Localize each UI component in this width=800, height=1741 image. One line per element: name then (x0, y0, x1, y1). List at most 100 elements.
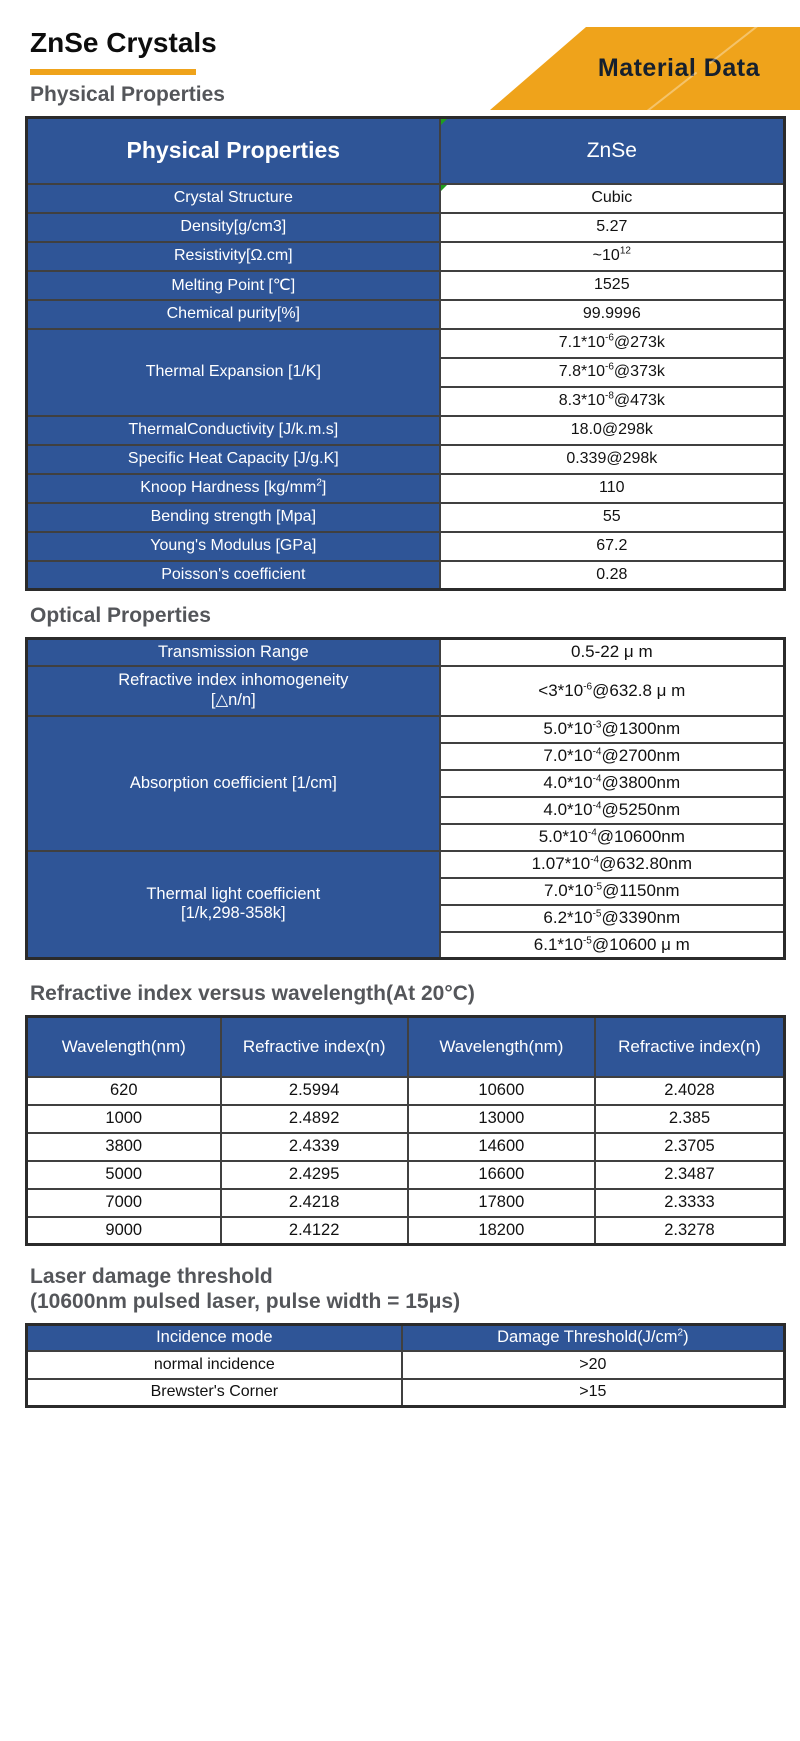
property-value-cell: 18.0@298k (438, 414, 786, 446)
wavelength-cell: 14600 (406, 1131, 596, 1162)
laser-threshold-table: Incidence mode Damage Threshold(J/cm2) n… (25, 1323, 786, 1408)
property-value-cell: <3*10-6@632.8 μ m (438, 664, 786, 717)
table-row: Density[g/cm3] 5.27 (25, 211, 786, 243)
optical-properties-table: Transmission Range 0.5-22 μ m Refractive… (25, 637, 786, 960)
table-row: Transmission Range 0.5-22 μ m (25, 637, 786, 667)
property-label-cell: Absorption coefficient [1/cm] (25, 714, 441, 852)
table-row: 6.2*10-5@3390nm (27, 903, 786, 933)
table-row: Refractive index inhomogeneity [△n/n] <3… (25, 664, 786, 717)
table-row: Melting Point [℃] 1525 (25, 269, 786, 301)
laser-threshold-heading: Laser damage threshold (10600nm pulsed l… (30, 1264, 800, 1314)
optical-properties-heading: Optical Properties (30, 604, 211, 627)
property-value-cell: 0.28 (438, 559, 786, 591)
page-title: ZnSe Crystals (30, 27, 217, 58)
table-row: Brewster's Corner >15 (25, 1377, 786, 1408)
refractive-index-table: Wavelength(nm) Refractive index(n) Wavel… (25, 1015, 786, 1246)
table-row: 5000 2.4295 16600 2.3487 (25, 1159, 786, 1190)
property-label-cell: Thermal Expansion [1/K] (25, 327, 441, 417)
table-row: Chemical purity[%] 99.9996 (25, 298, 786, 330)
table-row: Absorption coefficient [1/cm] 5.0*10-3@1… (25, 714, 786, 852)
wavelength-cell: 1000 (25, 1103, 222, 1134)
index-cell: 2.4028 (593, 1075, 786, 1106)
incidence-mode-cell: normal incidence (25, 1349, 403, 1380)
table-row: Thermal light coefficient [1/k,298-358k]… (25, 849, 786, 960)
property-label-cell: Bending strength [Mpa] (25, 501, 441, 533)
table-row: Young's Modulus [GPa] 67.2 (25, 530, 786, 562)
wavelength-cell: 620 (25, 1075, 222, 1106)
header-value-text: ZnSe (586, 138, 637, 162)
property-label-cell: Knoop Hardness [kg/mm2] (25, 472, 441, 504)
index-cell: 2.4122 (219, 1215, 409, 1246)
physical-properties-heading: Physical Properties (30, 83, 225, 106)
property-value-cell: 5.27 (438, 211, 786, 243)
property-label-cell: Specific Heat Capacity [J/g.K] (25, 443, 441, 475)
wavelength-cell: 5000 (25, 1159, 222, 1190)
property-value-cell: 7.0*10-4@2700nm (438, 741, 786, 771)
property-value-cell: 67.2 (438, 530, 786, 562)
table-row: Resistivity[Ω.cm] ~1012 (25, 240, 786, 272)
column-header: Refractive index(n) (219, 1015, 409, 1078)
property-label-cell: Crystal Structure (25, 182, 441, 214)
property-value-cell: 99.9996 (438, 298, 786, 330)
table-row: normal incidence >20 (25, 1349, 786, 1380)
property-label-cell: Refractive index inhomogeneity [△n/n] (25, 664, 441, 717)
table-row: ThermalConductivity [J/k.m.s] 18.0@298k (25, 414, 786, 446)
wavelength-cell: 18200 (406, 1215, 596, 1246)
property-value-cell: 7.8*10-6@373k (438, 356, 786, 388)
material-data-badge: Material Data (490, 27, 800, 110)
table-row: 3800 2.4339 14600 2.3705 (25, 1131, 786, 1162)
title-underline (30, 69, 196, 75)
column-header: Refractive index(n) (593, 1015, 786, 1078)
wavelength-cell: 17800 (406, 1187, 596, 1218)
table-row: Poisson's coefficient 0.28 (25, 559, 786, 591)
wavelength-cell: 3800 (25, 1131, 222, 1162)
index-cell: 2.3705 (593, 1131, 786, 1162)
index-cell: 2.3278 (593, 1215, 786, 1246)
index-cell: 2.4339 (219, 1131, 409, 1162)
physical-table-header-value: ZnSe (438, 116, 786, 185)
threshold-cell: >15 (400, 1377, 786, 1408)
index-cell: 2.4892 (219, 1103, 409, 1134)
property-value-cell: 7.1*10-6@273k (438, 327, 786, 359)
property-label-cell: ThermalConductivity [J/k.m.s] (25, 414, 441, 446)
table-header-row: Physical Properties ZnSe (25, 116, 786, 185)
property-label-cell: Resistivity[Ω.cm] (25, 240, 441, 272)
index-cell: 2.385 (593, 1103, 786, 1134)
property-value-cell: ~1012 (438, 240, 786, 272)
index-cell: 2.3487 (593, 1159, 786, 1190)
table-row: 9000 2.4122 18200 2.3278 (25, 1215, 786, 1246)
physical-properties-table: Physical Properties ZnSe Crystal Structu… (25, 116, 786, 591)
table-row: 4.0*10-4@5250nm (27, 795, 786, 825)
property-label-cell: Thermal light coefficient [1/k,298-358k] (25, 849, 441, 960)
index-cell: 2.3333 (593, 1187, 786, 1218)
property-value-cell: 55 (438, 501, 786, 533)
cell-corner-marker (440, 119, 447, 125)
property-label-cell: Transmission Range (25, 637, 441, 667)
property-label-cell: Young's Modulus [GPa] (25, 530, 441, 562)
table-row: Bending strength [Mpa] 55 (25, 501, 786, 533)
property-value-cell: 8.3*10-8@473k (438, 385, 786, 417)
index-cell: 2.4295 (219, 1159, 409, 1190)
property-value-cell: 0.5-22 μ m (438, 637, 786, 667)
wavelength-cell: 7000 (25, 1187, 222, 1218)
table-row: 1000 2.4892 13000 2.385 (25, 1103, 786, 1134)
table-row: 7.0*10-5@1150nm (27, 876, 786, 906)
property-value-cell: 1.07*10-4@632.80nm (438, 849, 786, 879)
threshold-cell: >20 (400, 1349, 786, 1380)
property-value-cell: 0.339@298k (438, 443, 786, 475)
property-value-cell: 6.2*10-5@3390nm (438, 903, 786, 933)
table-row: 4.0*10-4@3800nm (27, 768, 786, 798)
table-row: 620 2.5994 10600 2.4028 (25, 1075, 786, 1106)
laser-heading-line1: Laser damage threshold (30, 1265, 273, 1288)
table-row: 5.0*10-4@10600nm (27, 822, 786, 852)
column-header: Wavelength(nm) (406, 1015, 596, 1078)
table-row: Thermal Expansion [1/K] 7.1*10-6@273k (25, 327, 786, 417)
badge-label: Material Data (597, 54, 760, 82)
property-value-cell: 4.0*10-4@5250nm (438, 795, 786, 825)
table-row: Specific Heat Capacity [J/g.K] 0.339@298… (25, 443, 786, 475)
cell-corner-marker (440, 184, 447, 191)
property-label-cell: Chemical purity[%] (25, 298, 441, 330)
physical-table-header-label: Physical Properties (25, 116, 441, 185)
property-label-cell: Melting Point [℃] (25, 269, 441, 301)
table-row: 6.1*10-5@10600 μ m (27, 930, 786, 960)
